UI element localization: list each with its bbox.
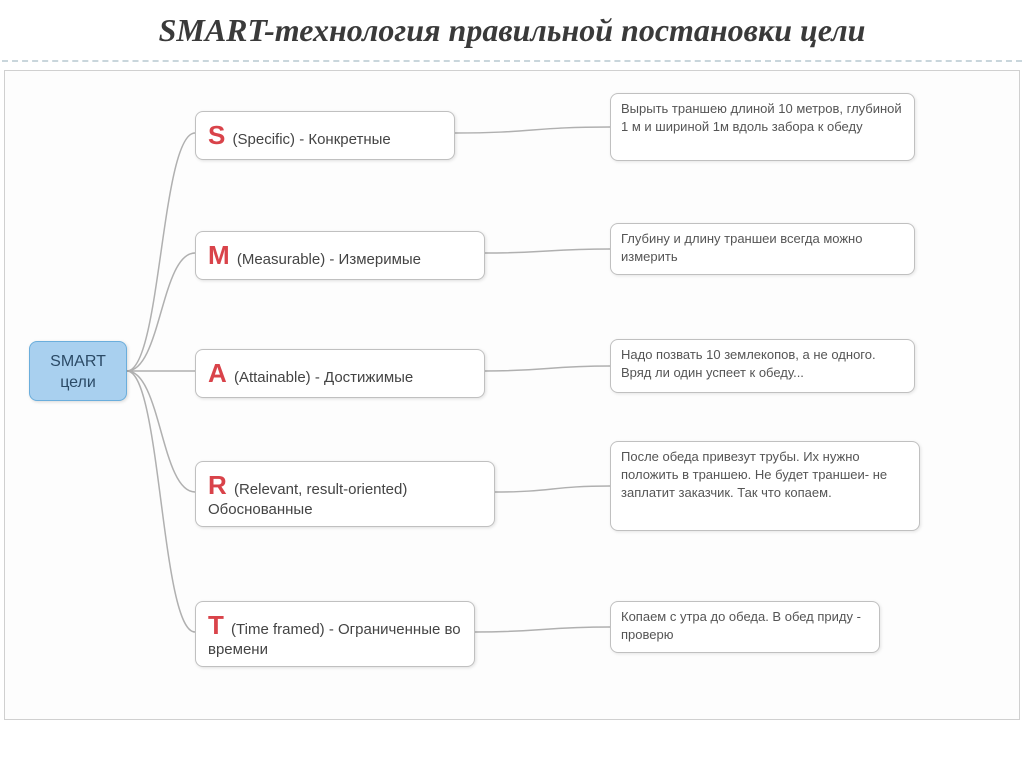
attribute-desc: (Measurable) - Измеримые bbox=[233, 251, 421, 268]
attribute-letter: R bbox=[208, 470, 227, 500]
attribute-letter: M bbox=[208, 240, 230, 270]
example-node-m: Глубину и длину траншеи всегда можно изм… bbox=[610, 223, 915, 275]
example-node-s: Вырыть траншею длиной 10 метров, глубино… bbox=[610, 93, 915, 161]
attribute-desc: (Time framed) - Ограниченные во времени bbox=[208, 621, 461, 658]
attribute-desc: (Attainable) - Достижимые bbox=[230, 369, 413, 386]
example-node-t: Копаем с утра до обеда. В обед приду - п… bbox=[610, 601, 880, 653]
attribute-node-a: A (Attainable) - Достижимые bbox=[195, 349, 485, 398]
example-node-r: После обеда привезут трубы. Их нужно пол… bbox=[610, 441, 920, 531]
attribute-letter: S bbox=[208, 120, 225, 150]
smart-diagram: SMARTцелиS (Specific) - КонкретныеВырыть… bbox=[4, 70, 1020, 720]
attribute-node-m: M (Measurable) - Измеримые bbox=[195, 231, 485, 280]
example-node-a: Надо позвать 10 землекопов, а не одного.… bbox=[610, 339, 915, 393]
attribute-letter: A bbox=[208, 358, 227, 388]
root-label-line2: цели bbox=[60, 374, 96, 391]
root-label-line1: SMART bbox=[50, 353, 106, 370]
attribute-node-s: S (Specific) - Конкретные bbox=[195, 111, 455, 160]
attribute-node-t: T (Time framed) - Ограниченные во времен… bbox=[195, 601, 475, 667]
attribute-node-r: R (Relevant, result-oriented) Обоснованн… bbox=[195, 461, 495, 527]
page-title: SMART-технология правильной постановки ц… bbox=[0, 0, 1024, 56]
attribute-desc: (Relevant, result-oriented) Обоснованные bbox=[208, 481, 407, 518]
attribute-letter: T bbox=[208, 610, 224, 640]
attribute-desc: (Specific) - Конкретные bbox=[228, 131, 390, 148]
root-node: SMART цели bbox=[29, 341, 127, 401]
title-divider bbox=[2, 60, 1022, 62]
